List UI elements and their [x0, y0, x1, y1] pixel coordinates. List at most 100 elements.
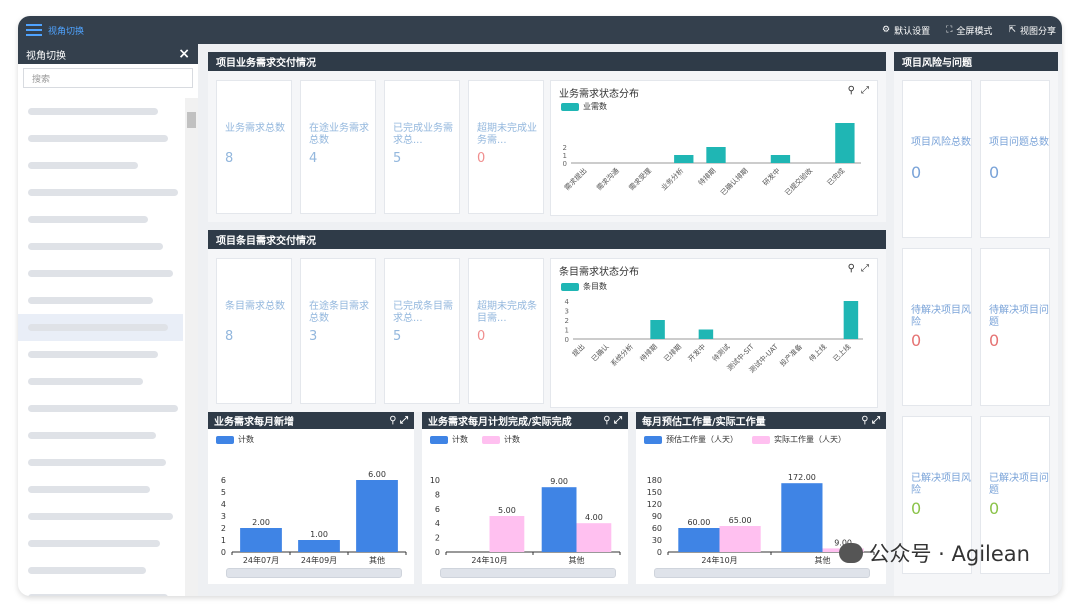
legend-item[interactable]: 实际工作量（人天） — [752, 434, 846, 445]
sidebar-item[interactable] — [18, 395, 183, 422]
legend-item[interactable]: 计数 — [482, 434, 520, 445]
bar — [835, 123, 855, 163]
kpi-card[interactable]: 已完成业务需求总... 5 — [384, 80, 460, 214]
filter-icon[interactable]: ⚲ — [847, 263, 855, 274]
settings-button[interactable]: ⚙ 默认设置 — [882, 24, 930, 37]
sidebar-item[interactable] — [18, 530, 183, 557]
risk-card[interactable]: 已解决项目问题 0 — [980, 416, 1050, 574]
sidebar-item[interactable] — [18, 314, 183, 341]
panel-tools[interactable]: ⚲ ⤢ — [861, 415, 880, 426]
sidebar-item[interactable] — [18, 98, 183, 125]
panel-tools[interactable]: ⚲ ⤢ — [389, 415, 408, 426]
sidebar-item[interactable] — [18, 584, 183, 596]
share-button[interactable]: ⇱ 视图分享 — [1008, 24, 1056, 37]
legend-label: 实际工作量（人天） — [774, 435, 846, 444]
sidebar-item[interactable] — [18, 341, 183, 368]
kpi-value: 8 — [225, 151, 234, 166]
chart-title: 业务需求状态分布 — [559, 89, 639, 100]
filter-icon[interactable]: ⚲ — [847, 85, 855, 96]
kpi-label: 已完成条目需求总... — [393, 301, 453, 324]
y-tick-label: 3 — [221, 512, 226, 521]
y-tick-label: 4 — [435, 519, 440, 528]
legend-item[interactable]: 计数 — [216, 434, 254, 445]
list-icon — [26, 24, 42, 36]
legend-item[interactable]: 预估工作量（人天） — [644, 434, 738, 445]
sidebar-item[interactable] — [18, 179, 183, 206]
kpi-value: 3 — [309, 329, 318, 344]
risk-card[interactable]: 项目风险总数 0 — [902, 80, 972, 238]
sidebar-item-label — [28, 351, 158, 358]
sidebar-item-label — [28, 189, 178, 196]
bar — [674, 155, 694, 163]
kpi-card[interactable]: 在途业务需求总数 4 — [300, 80, 376, 214]
kpi-card[interactable]: 业务需求总数 8 — [216, 80, 292, 214]
search-input[interactable]: 搜索 — [23, 68, 193, 88]
data-label: 6.00 — [368, 470, 386, 479]
kpi-label: 超期未完成条目需... — [477, 301, 537, 324]
kpi-value: 5 — [393, 329, 402, 344]
legend-label: 业需数 — [583, 102, 607, 111]
sidebar: 视角切换 × 搜索 — [18, 44, 198, 596]
risk-section: 项目风险与问题 项目风险总数 0 项目问题总数 0 待解决项目风险 0 待解决项目问题 0 已解… — [894, 52, 1058, 596]
sidebar-scrollbar[interactable] — [185, 98, 198, 596]
sidebar-item-label — [28, 108, 158, 115]
settings-label: 默认设置 — [894, 26, 931, 37]
expand-icon[interactable]: ⤢ — [861, 85, 869, 96]
y-tick-label: 6 — [435, 505, 440, 514]
risk-card[interactable]: 项目问题总数 0 — [980, 80, 1050, 238]
bar — [298, 540, 340, 552]
plan-actual-svg: 0 2 4 6 8 10 24年10月 5.00 其他 9.00 4.00 — [430, 476, 621, 564]
sidebar-item-label — [28, 405, 178, 412]
sidebar-item[interactable] — [18, 368, 183, 395]
risk-card[interactable]: 待解决项目风险 0 — [902, 248, 972, 406]
chart-title: 条目需求状态分布 — [559, 267, 639, 278]
sidebar-item[interactable] — [18, 422, 183, 449]
risk-card[interactable]: 待解决项目问题 0 — [980, 248, 1050, 406]
data-zoom-slider[interactable] — [654, 568, 870, 578]
x-tick-label: 其他 — [369, 555, 385, 564]
legend-label: 计数 — [504, 435, 520, 444]
kpi-card[interactable]: 超期未完成业务需... 0 — [468, 80, 544, 214]
risk-label: 已解决项目问题 — [989, 473, 1049, 496]
sidebar-item[interactable] — [18, 503, 183, 530]
kpi-card[interactable]: 在途条目需求总数 3 — [300, 258, 376, 404]
sidebar-item-label — [28, 162, 138, 169]
sidebar-item[interactable] — [18, 449, 183, 476]
data-zoom-slider[interactable] — [226, 568, 402, 578]
expand-icon[interactable]: ⤢ — [861, 263, 869, 274]
x-tick-label: 已确认 — [589, 342, 610, 363]
sidebar-item[interactable] — [18, 287, 183, 314]
close-icon[interactable]: × — [178, 46, 190, 62]
bar — [781, 483, 823, 552]
chart-tools: ⚲ ⤢ — [848, 263, 869, 274]
legend-item[interactable]: 计数 — [430, 434, 468, 445]
y-tick-label: 0 — [435, 548, 440, 557]
sidebar-item[interactable] — [18, 152, 183, 179]
watermark-text: 公众号 · Agilean — [868, 542, 1031, 566]
sidebar-item-label — [28, 513, 173, 520]
kpi-card[interactable]: 已完成条目需求总... 5 — [384, 258, 460, 404]
panel-tools[interactable]: ⚲ ⤢ — [603, 415, 622, 426]
data-label: 9.00 — [834, 538, 852, 547]
sidebar-item[interactable] — [18, 233, 183, 260]
x-tick-label: 已排期 — [662, 342, 683, 363]
monthly-new-panel: 业务需求每月新增 ⚲ ⤢ 计数 0 1 2 3 4 5 6 24年07月 2.00 24年09月 1.… — [208, 412, 414, 584]
chart-legend: 预估工作量（人天） 实际工作量（人天） — [644, 434, 856, 445]
risk-card[interactable]: 已解决项目风险 0 — [902, 416, 972, 574]
sidebar-item[interactable] — [18, 557, 183, 584]
business-requirement-section: 项目业务需求交付情况 业务需求总数 8 在途业务需求总数 4 已完成业务需求总... 5 超… — [208, 52, 886, 222]
sidebar-item-label — [28, 594, 168, 596]
y-tick-label: 4 — [221, 500, 226, 509]
kpi-card[interactable]: 超期未完成条目需... 0 — [468, 258, 544, 404]
sidebar-item[interactable] — [18, 125, 183, 152]
sidebar-item[interactable] — [18, 206, 183, 233]
data-zoom-slider[interactable] — [440, 568, 616, 578]
view-switch-button[interactable]: 视角切换 — [26, 24, 84, 37]
fullscreen-button[interactable]: ⛶ 全屏模式 — [946, 24, 992, 37]
risk-value: 0 — [989, 499, 1000, 518]
scrollbar-thumb[interactable] — [187, 112, 196, 128]
kpi-card[interactable]: 条目需求总数 8 — [216, 258, 292, 404]
sidebar-item[interactable] — [18, 476, 183, 503]
sidebar-item[interactable] — [18, 260, 183, 287]
risk-label: 待解决项目风险 — [911, 305, 971, 328]
